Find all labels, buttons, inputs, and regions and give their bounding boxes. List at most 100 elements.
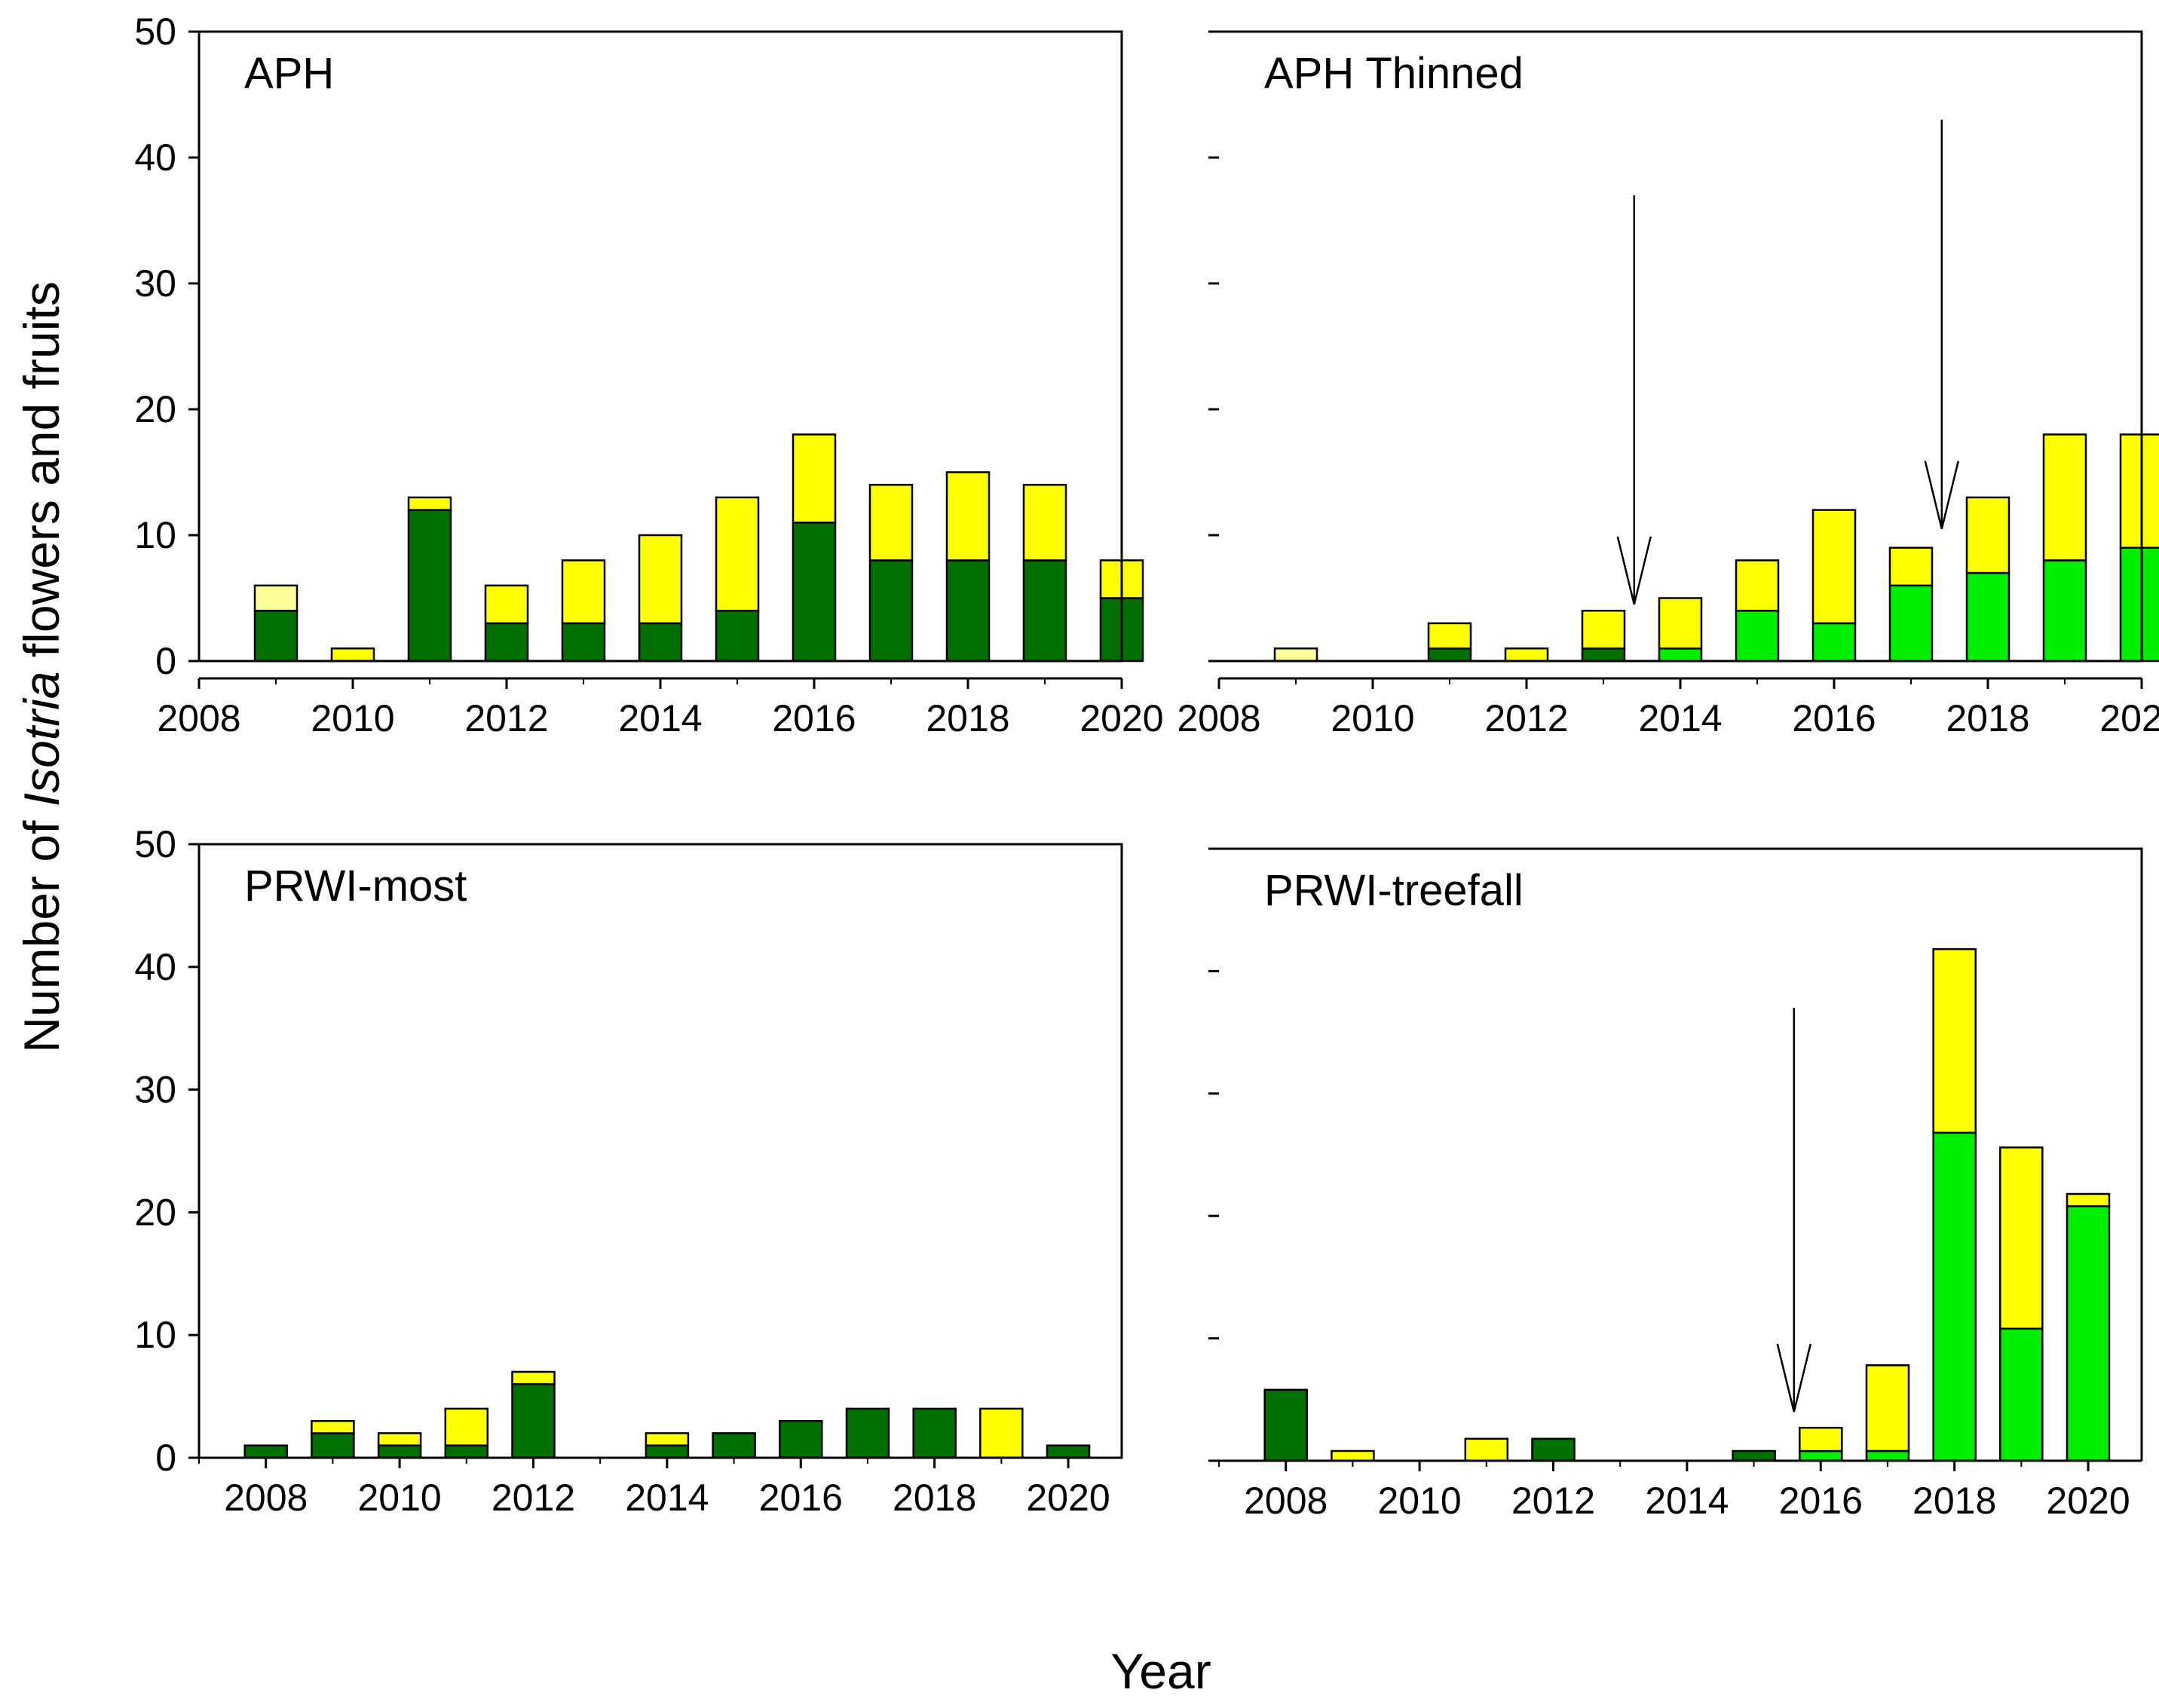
x-tick-label: 2020 — [2099, 697, 2159, 739]
bar-2012-segment-1 — [1504, 647, 1549, 663]
x-tick-label: 2010 — [357, 1477, 441, 1519]
bar-2017-segment-1 — [1865, 1449, 1910, 1462]
bar-2009-segment-1 — [1331, 1449, 1375, 1462]
x-tick-label: 2016 — [1792, 697, 1876, 739]
bar-2012-segment-1 — [511, 1383, 556, 1459]
y-tick-label: 10 — [134, 1314, 176, 1356]
x-tick-label: 2008 — [224, 1477, 308, 1519]
bar-2020-segment-1 — [1046, 1444, 1091, 1459]
bar-2019-segment-1 — [979, 1407, 1024, 1459]
x-tick-label: 2016 — [1779, 1480, 1863, 1522]
bar-2011-segment-1 — [1464, 1437, 1509, 1462]
bar-2009-segment-2 — [253, 584, 299, 612]
bar-2014-segment-1 — [638, 622, 683, 663]
bar-2016-segment-2 — [1799, 1426, 1843, 1452]
panel-title: APH Thinned — [1264, 49, 1524, 98]
bar-2020-segment-2 — [2119, 433, 2159, 549]
x-tick-label: 2018 — [1946, 697, 2029, 739]
x-axis-title: Year — [1110, 1643, 1211, 1699]
y-tick-label: 40 — [134, 136, 176, 179]
bar-2018-segment-2 — [1932, 947, 1977, 1134]
bar-2017-segment-1 — [868, 559, 914, 663]
bar-2011-segment-2 — [1427, 622, 1472, 650]
panel-title: APH — [244, 49, 334, 98]
x-tick-label: 2012 — [1484, 697, 1568, 739]
chart-panel-3: 2008 2010 2012 2014 2016 2018 2020 0 10 20 30 40 50 P… — [134, 823, 1123, 1519]
bar-2013-segment-1 — [1581, 647, 1626, 663]
bar-2017-segment-2 — [868, 483, 914, 562]
bar-2009-segment-1 — [311, 1432, 355, 1459]
bar-2020-segment-1 — [2066, 1204, 2111, 1462]
bar-2012-segment-2 — [484, 584, 529, 625]
x-tick-label: 2018 — [1912, 1480, 1996, 1522]
bar-2008-segment-1 — [243, 1444, 288, 1459]
x-tick-label: 2012 — [492, 1477, 575, 1519]
bar-2018-segment-1 — [945, 559, 991, 663]
x-tick-label: 2008 — [1244, 1480, 1328, 1522]
bar-2013-segment-2 — [561, 559, 606, 625]
bar-2016-segment-1 — [1811, 622, 1857, 663]
bar-2016-segment-2 — [792, 433, 837, 524]
x-tick-label: 2018 — [893, 1477, 976, 1519]
bar-2018-segment-1 — [1932, 1131, 1977, 1462]
x-tick-label: 2016 — [759, 1477, 843, 1519]
bar-2017-segment-2 — [1888, 546, 1934, 587]
bar-2015-segment-1 — [712, 1432, 756, 1459]
bar-2015-segment-1 — [715, 609, 760, 663]
arrow-head — [1776, 1343, 1811, 1413]
bar-2019-segment-1 — [1999, 1327, 2044, 1462]
bar-2020-segment-2 — [2066, 1192, 2111, 1208]
x-tick-label: 2020 — [2046, 1480, 2130, 1522]
plot-frame — [1219, 30, 2143, 661]
bar-2015-segment-2 — [1735, 559, 1780, 612]
bar-2018-segment-2 — [1965, 496, 2010, 574]
x-tick-label: 2008 — [157, 697, 240, 739]
bar-2019-segment-1 — [2042, 559, 2087, 663]
bar-2014-segment-1 — [645, 1444, 690, 1459]
x-tick-label: 2010 — [1331, 697, 1414, 739]
bar-2011-segment-2 — [444, 1407, 489, 1446]
x-tick-label: 2010 — [1377, 1480, 1461, 1522]
bar-2010-segment-1 — [330, 647, 375, 663]
bar-2012-segment-1 — [1531, 1437, 1576, 1462]
bar-2012-segment-1 — [484, 622, 529, 663]
bar-2011-segment-2 — [407, 496, 452, 511]
bar-2016-segment-1 — [779, 1419, 823, 1459]
bar-2015-segment-1 — [1735, 609, 1780, 663]
bar-2016-segment-2 — [1811, 509, 1857, 625]
y-tick-label: 20 — [134, 388, 176, 430]
bar-2020-segment-1 — [2119, 546, 2159, 663]
x-tick-label: 2020 — [1026, 1477, 1110, 1519]
bar-2018-segment-1 — [912, 1407, 957, 1459]
bar-2019-segment-1 — [1022, 559, 1067, 663]
bar-2017-segment-1 — [1888, 584, 1934, 663]
bar-2014-segment-2 — [1658, 597, 1703, 650]
bar-2018-segment-1 — [1965, 571, 2010, 663]
x-tick-label: 2014 — [1645, 1480, 1729, 1522]
bar-2016-segment-1 — [792, 522, 837, 663]
arrow-head — [1924, 461, 1960, 529]
y-tick-label: 10 — [134, 514, 176, 556]
x-tick-label: 2010 — [311, 697, 394, 739]
y-tick-label: 20 — [134, 1191, 176, 1233]
x-tick-label: 2008 — [1177, 697, 1260, 739]
plot-frame — [198, 30, 1123, 663]
bar-2010-segment-2 — [377, 1432, 422, 1446]
y-axis-title: Number of Isotria flowers and fruits — [14, 281, 69, 1052]
bar-2019-segment-2 — [1999, 1146, 2044, 1330]
y-tick-label: 30 — [134, 262, 176, 305]
panel-title: PRWI-treefall — [1264, 866, 1524, 915]
bar-2015-segment-2 — [715, 496, 760, 612]
x-tick-label: 2014 — [618, 697, 702, 739]
bar-2014-segment-1 — [1658, 647, 1703, 663]
bar-2011-segment-1 — [444, 1444, 489, 1459]
x-tick-label: 2012 — [1511, 1480, 1595, 1522]
y-tick-label: 40 — [134, 946, 176, 988]
panel-title: PRWI-most — [244, 862, 467, 911]
bar-2013-segment-2 — [1581, 609, 1626, 650]
bar-2010-segment-1 — [377, 1444, 422, 1459]
plot-frame — [1219, 847, 2143, 1461]
bar-2009-segment-1 — [1273, 647, 1318, 663]
x-tick-label: 2014 — [1638, 697, 1722, 739]
